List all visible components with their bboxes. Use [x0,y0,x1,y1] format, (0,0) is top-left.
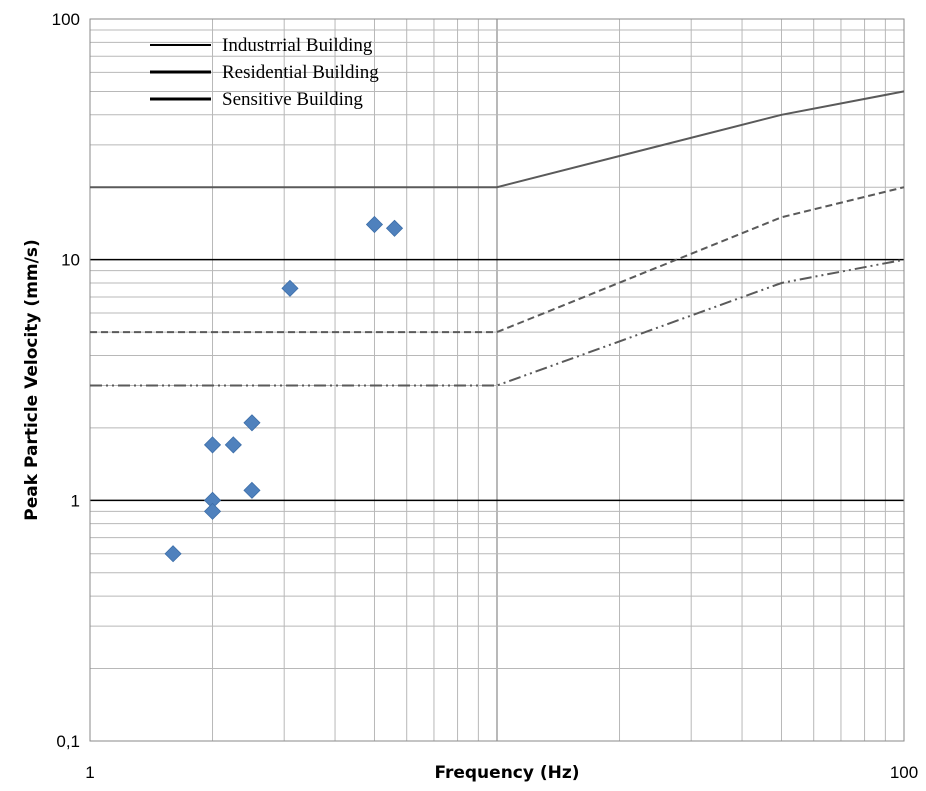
x-tick-label: 100 [890,763,918,782]
series-line-2 [90,258,905,387]
legend-label-industrial: Industrrial Building [222,35,373,56]
data-point [164,545,182,563]
legend-item-residential: Residential Building [150,62,379,83]
data-point [203,502,222,520]
plot-border [89,18,905,742]
grid [90,19,904,741]
limit-lines [90,90,905,387]
data-point [385,219,404,237]
data-point [365,215,384,234]
legend-item-industrial: Industrrial Building [150,35,373,56]
y-axis-title: Peak Particle Velocity (mm/s) [22,239,42,520]
data-point [243,414,261,432]
legend: Industrrial Building Residential Buildin… [150,35,379,110]
measurement-points [164,215,404,563]
x-tick-label: 1 [85,763,94,782]
series-line-0 [90,90,905,189]
x-axis-title: Frequency (Hz) [434,763,579,783]
tick-labels: 1 100 0,1 1 10 100 [52,10,919,782]
legend-label-residential: Residential Building [222,62,379,83]
data-point [243,481,261,499]
data-point [203,436,222,454]
data-point [224,436,242,454]
y-tick-label: 10 [61,251,80,270]
y-tick-label: 1 [71,491,80,510]
y-tick-label: 0,1 [56,732,80,751]
y-tick-label: 100 [52,10,80,29]
legend-label-sensitive: Sensitive Building [222,89,363,110]
series-line-1 [90,186,905,334]
data-point [281,279,299,297]
legend-item-sensitive: Sensitive Building [150,89,363,110]
